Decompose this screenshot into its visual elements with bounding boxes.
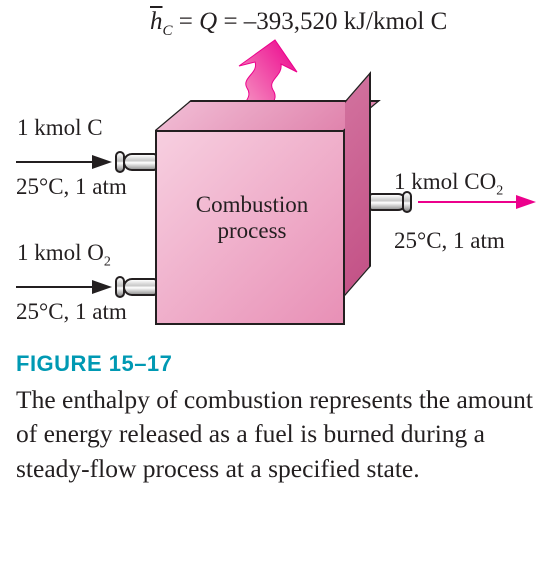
equals-2: = — [217, 8, 244, 35]
input-carbon-state: 25°C, 1 atm — [16, 174, 127, 200]
combustion-chamber: Combustion process — [155, 130, 345, 325]
box-label: Combustion process — [157, 192, 347, 244]
symbol-Q: Q — [199, 8, 217, 35]
output-co2-arrow-line — [418, 201, 518, 203]
input-carbon-arrow-head-icon — [92, 155, 112, 169]
input-carbon-pipe — [123, 153, 157, 171]
equation-value: –393,520 — [244, 8, 338, 35]
symbol-sub-c: C — [163, 23, 173, 39]
box-front-face: Combustion process — [155, 130, 345, 325]
symbol-hbar: h — [150, 8, 163, 35]
equals-1: = — [179, 8, 199, 35]
diagram-canvas: hC = Q = –393,520 kJ/kmol C Combustion p… — [0, 0, 559, 563]
output-co2-arrow-head-icon — [516, 195, 536, 209]
output-co2-state: 25°C, 1 atm — [394, 228, 505, 254]
figure-caption: The enthalpy of combustion represents th… — [16, 383, 550, 486]
input-oxygen-amount: 1 kmol O2 — [17, 240, 111, 271]
output-co2-amount: 1 kmol CO2 — [394, 169, 503, 200]
input-oxygen-arrow-line — [16, 286, 94, 288]
input-oxygen-arrow-head-icon — [92, 280, 112, 294]
equation-unit: kJ/kmol C — [344, 8, 448, 35]
box-label-line1: Combustion — [157, 192, 347, 218]
equation-enthalpy: hC = Q = –393,520 kJ/kmol C — [150, 8, 447, 40]
figure-number: FIGURE 15–17 — [16, 351, 172, 377]
box-side-face — [345, 71, 371, 296]
input-carbon-amount: 1 kmol C — [17, 115, 103, 141]
input-carbon-arrow-line — [16, 161, 94, 163]
box-label-line2: process — [157, 218, 347, 244]
input-oxygen-state: 25°C, 1 atm — [16, 299, 127, 325]
input-oxygen-pipe — [123, 278, 157, 296]
